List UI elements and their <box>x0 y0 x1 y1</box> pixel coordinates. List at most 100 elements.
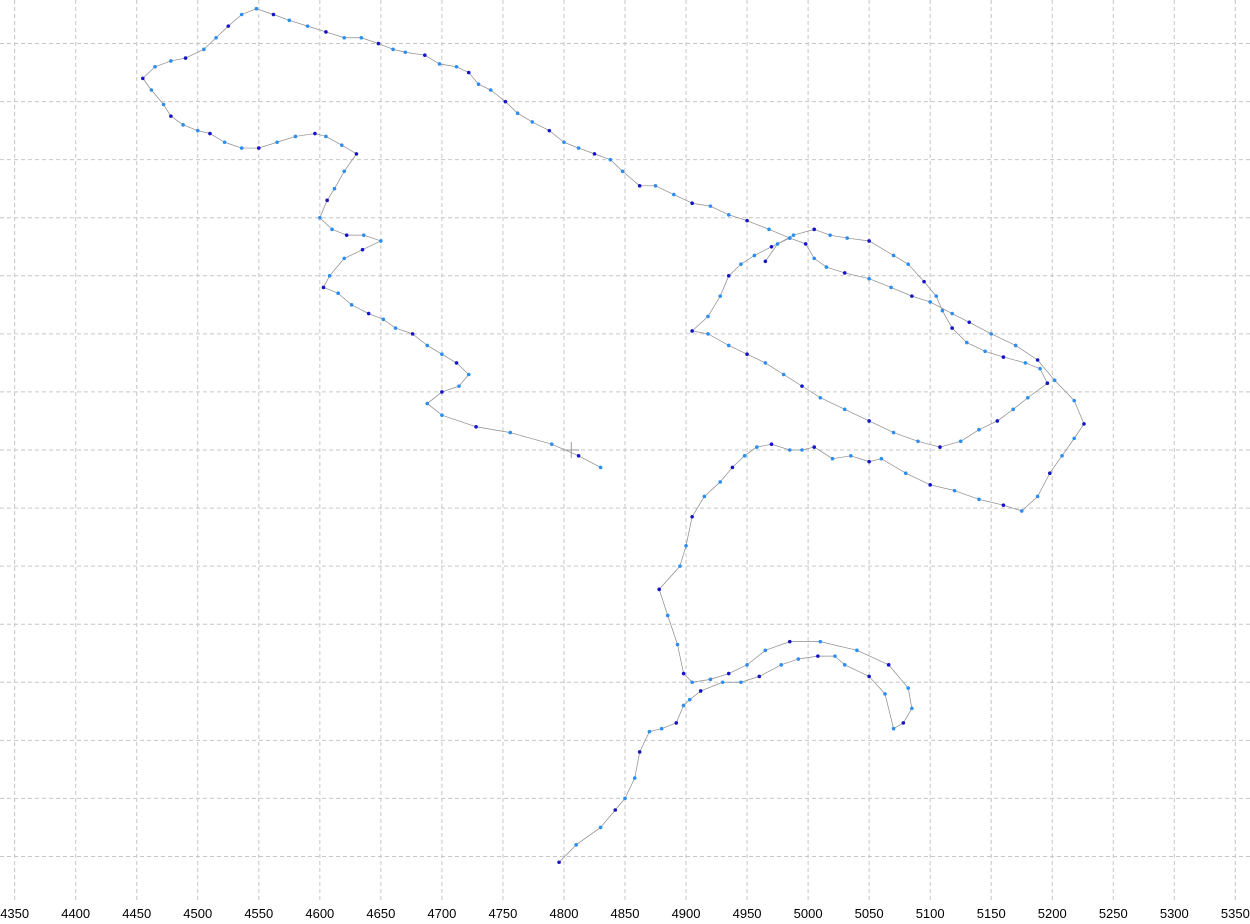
data-point <box>169 59 173 63</box>
track-segment <box>639 731 650 753</box>
track-segment <box>649 728 662 732</box>
data-point <box>1072 398 1077 403</box>
data-point <box>849 454 853 458</box>
track-segment <box>966 342 986 352</box>
data-point <box>1048 471 1052 476</box>
data-point <box>1045 381 1050 386</box>
track-segment <box>960 429 980 442</box>
data-point <box>779 663 784 667</box>
track-segment <box>997 409 1014 422</box>
track-segment <box>768 229 790 239</box>
track-segment <box>1015 345 1038 361</box>
track-segment <box>197 130 211 134</box>
data-point <box>867 674 871 679</box>
data-point <box>425 343 430 348</box>
track-segment <box>314 133 327 137</box>
track-segment <box>658 565 681 590</box>
data-point <box>938 445 942 449</box>
data-point <box>665 613 670 618</box>
data-point <box>698 689 703 693</box>
data-point <box>867 419 871 423</box>
data-point <box>796 657 801 661</box>
data-point <box>592 152 597 156</box>
x-tick-label: 4700 <box>427 906 456 921</box>
track-segment <box>323 287 339 294</box>
track-segment <box>658 589 669 616</box>
track-segment <box>337 292 352 306</box>
data-point <box>903 471 908 476</box>
track-segment <box>673 194 693 204</box>
track-segment <box>363 234 381 242</box>
data-point <box>327 274 332 278</box>
data-point <box>800 384 804 388</box>
track-segment <box>728 664 748 674</box>
track-segment <box>228 14 242 27</box>
track-segment <box>746 220 770 230</box>
data-point <box>883 692 887 696</box>
data-point <box>906 686 911 690</box>
track-segment <box>441 385 460 393</box>
track-segment <box>868 240 894 256</box>
data-point <box>672 192 676 197</box>
track-segment <box>1054 380 1075 401</box>
track-segment <box>343 153 357 172</box>
data-point <box>818 395 823 400</box>
track-segment <box>754 246 772 256</box>
data-point <box>169 114 173 118</box>
track-segment <box>689 690 701 700</box>
data-point <box>515 111 520 116</box>
data-point <box>324 30 328 34</box>
data-point <box>1001 503 1006 507</box>
track-segment <box>844 272 870 280</box>
data-point <box>632 776 637 780</box>
data-point <box>730 465 735 470</box>
track-segment <box>1003 356 1026 364</box>
data-point <box>381 317 386 322</box>
track-segment <box>783 374 803 387</box>
track-segment <box>732 455 745 468</box>
data-point <box>708 204 713 208</box>
track-segment <box>893 432 919 442</box>
x-tick-label: 4750 <box>488 906 517 921</box>
data-point <box>842 663 847 667</box>
track-segment <box>490 89 506 102</box>
data-point <box>508 430 513 435</box>
data-point <box>690 329 694 333</box>
track-segment <box>814 258 827 268</box>
data-point <box>886 663 891 667</box>
track-segment <box>258 141 278 149</box>
track-segment <box>610 159 623 172</box>
track-segment <box>319 217 333 230</box>
track-segment <box>814 446 833 460</box>
track-segment <box>439 63 457 68</box>
data-point <box>718 480 723 484</box>
data-point <box>718 294 723 298</box>
x-tick-label: 4600 <box>305 906 334 921</box>
track-segment <box>844 664 870 677</box>
track-segment <box>728 263 742 277</box>
track-segment <box>868 676 886 695</box>
track-segment <box>675 705 684 724</box>
track-segment <box>458 374 470 387</box>
data-point <box>842 271 847 275</box>
track-segment <box>224 141 242 149</box>
data-point <box>739 680 743 685</box>
track-segment <box>978 499 1004 506</box>
x-tick-label: 4800 <box>550 906 579 921</box>
x-tick-label: 4850 <box>611 906 640 921</box>
track-segment <box>667 615 678 645</box>
track-segment <box>203 37 217 50</box>
track-segment <box>185 49 205 59</box>
data-point <box>214 35 218 40</box>
data-point <box>440 352 444 356</box>
track-segment <box>1039 368 1048 384</box>
track-segment <box>728 214 748 221</box>
data-point <box>745 663 749 667</box>
track-segment <box>710 205 729 216</box>
data-point <box>503 99 508 104</box>
x-axis: 4350 4400 4450 4500 4550 4600 4650 4700 4750 4800… <box>0 906 1250 921</box>
track-segment <box>954 490 980 500</box>
data-point <box>423 53 427 57</box>
track-segment <box>505 101 518 114</box>
